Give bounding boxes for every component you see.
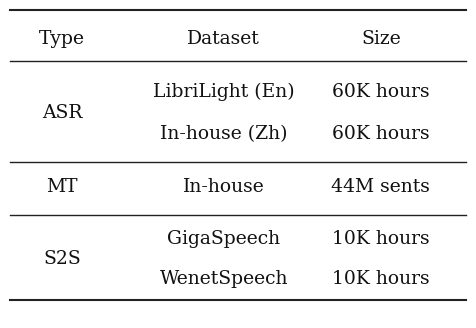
Text: MT: MT — [46, 178, 78, 196]
Text: In-house (Zh): In-house (Zh) — [160, 126, 288, 143]
Text: 10K hours: 10K hours — [332, 270, 430, 288]
Text: 60K hours: 60K hours — [332, 83, 430, 101]
Text: S2S: S2S — [43, 250, 81, 268]
Text: 60K hours: 60K hours — [332, 126, 430, 143]
Text: WenetSpeech: WenetSpeech — [159, 270, 288, 288]
Text: Size: Size — [361, 31, 401, 48]
Text: LibriLight (En): LibriLight (En) — [153, 83, 295, 101]
Text: Dataset: Dataset — [188, 31, 260, 48]
Text: ASR: ASR — [41, 104, 82, 122]
Text: In-house: In-house — [183, 178, 265, 196]
Text: 44M sents: 44M sents — [331, 178, 430, 196]
Text: Type: Type — [39, 31, 85, 48]
Text: 10K hours: 10K hours — [332, 231, 430, 248]
Text: GigaSpeech: GigaSpeech — [167, 231, 280, 248]
